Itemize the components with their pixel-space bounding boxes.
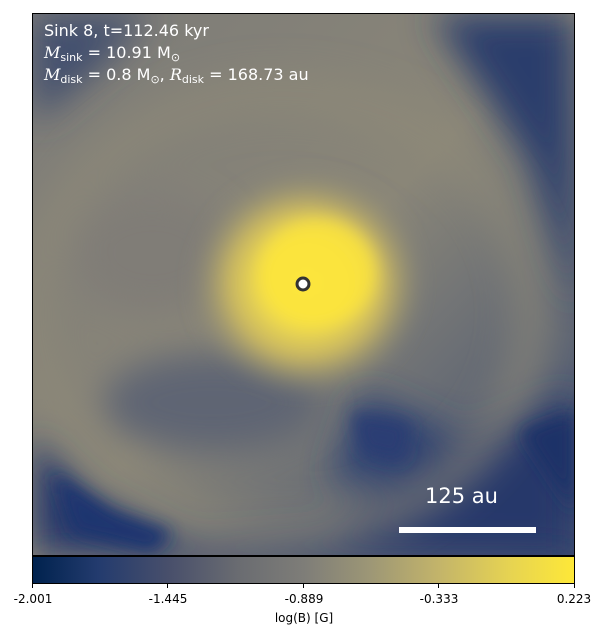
sink-mass-annotation: Msink = 10.91 M⊙ <box>44 43 181 65</box>
magnetic-field-map: Sink 8, t=112.46 kyr Msink = 10.91 M⊙ Md… <box>32 13 575 556</box>
colorbar-tick-label: -0.889 <box>284 592 324 606</box>
sink-marker <box>295 276 311 292</box>
colorbar-tick-label: -0.333 <box>419 592 459 606</box>
colorbar-tick-label: -1.445 <box>148 592 188 606</box>
colorbar-tick <box>167 584 168 588</box>
colorbar-tick <box>438 584 439 588</box>
colorbar-tick-label: -2.001 <box>13 592 53 606</box>
sink-time-annotation: Sink 8, t=112.46 kyr <box>44 21 209 40</box>
colorbar <box>32 556 575 584</box>
scale-bar-label: 125 au <box>425 484 498 508</box>
colorbar-tick <box>303 584 304 588</box>
scale-bar <box>399 527 536 533</box>
disk-annotation: Mdisk = 0.8 M⊙, Rdisk = 168.73 au <box>44 65 309 87</box>
colorbar-tick <box>574 584 575 588</box>
colorbar-tick-label: 0.223 <box>556 592 592 606</box>
colorbar-tick <box>32 584 33 588</box>
colorbar-label: log(B) [G] <box>274 611 334 625</box>
field-map-image <box>33 14 574 555</box>
